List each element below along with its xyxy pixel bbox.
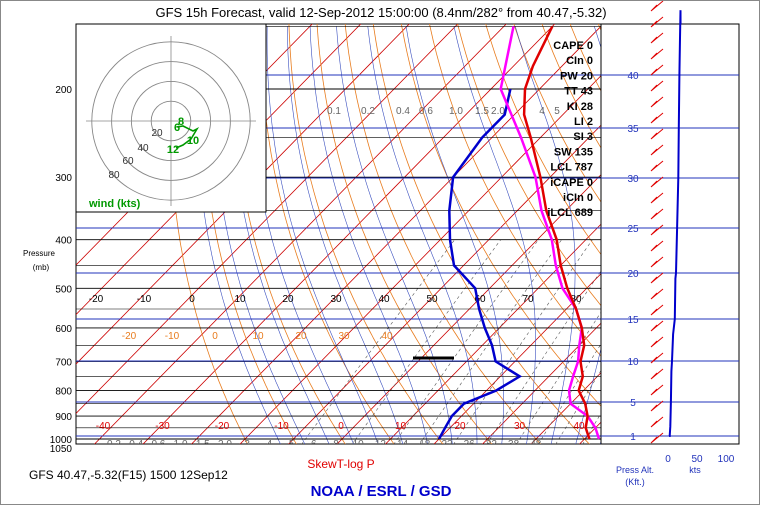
- mixing-ratio-label: 0.1: [327, 106, 341, 117]
- hodograph-point-label: 10: [187, 135, 199, 147]
- wind-barb: [651, 1, 663, 11]
- wind-speed-tick: 100: [718, 454, 735, 465]
- dry-adiabat-label: 0: [212, 331, 218, 342]
- dry-adiabat: [743, 1, 760, 450]
- temp-tick-upper: 70: [522, 294, 534, 305]
- index-sw: SW 135: [554, 146, 593, 158]
- dry-adiabat-label: 20: [295, 331, 307, 342]
- altitude-tick: 20: [627, 269, 639, 280]
- temp-tick-upper: 30: [330, 294, 342, 305]
- altitude-tick: 10: [627, 357, 639, 368]
- index-ilcl: iLCL 689: [547, 207, 593, 219]
- pressure-tick: 900: [55, 412, 72, 423]
- temp-tick-lower: 0: [338, 421, 344, 432]
- index-ki: KI 28: [567, 101, 593, 113]
- index-pw: PW 20: [560, 70, 593, 82]
- wind-speed-unit: kts: [689, 465, 701, 475]
- temp-tick-lower: 10: [395, 421, 407, 432]
- dry-adiabat-label: 10: [252, 331, 264, 342]
- altitude-tick: 40: [627, 71, 639, 82]
- hodograph-ring-label: 20: [151, 128, 163, 139]
- index-cape: CAPE 0: [553, 40, 593, 52]
- temp-tick-upper: -10: [137, 294, 152, 305]
- pressure-tick: 500: [55, 284, 72, 295]
- mixing-ratio-label: 4: [539, 106, 545, 117]
- index-si: SI 3: [573, 131, 593, 143]
- altitude-tick: 25: [627, 224, 639, 235]
- hodograph-point-label: 12: [167, 144, 179, 156]
- altitude-axis-unit: (Kft.): [625, 477, 645, 487]
- index-icin: iCIn 0: [563, 192, 593, 204]
- wind-speed-tick: 50: [691, 454, 703, 465]
- pressure-tick: 800: [55, 386, 72, 397]
- pressure-tick: 300: [55, 173, 72, 184]
- pressure-tick: 600: [55, 324, 72, 335]
- temp-tick-lower: 40: [573, 421, 585, 432]
- temp-tick-upper: 10: [234, 294, 246, 305]
- altitude-tick: 1: [630, 432, 636, 443]
- altitude-tick: 35: [627, 124, 639, 135]
- pressure-axis-unit: (mb): [33, 263, 50, 272]
- temp-tick-lower: -20: [215, 421, 230, 432]
- index-lcl: LCL 787: [550, 162, 593, 174]
- wind-speed-tick: 0: [665, 454, 671, 465]
- temp-tick-lower: -30: [155, 421, 170, 432]
- mixing-ratio-label: 5: [554, 106, 560, 117]
- footer-left: GFS 40.47,-5.32(F15) 1500 12Sep12: [29, 468, 228, 482]
- index-li: LI 2: [574, 116, 593, 128]
- temp-tick-upper: 0: [189, 294, 195, 305]
- altitude-tick: 15: [627, 315, 639, 326]
- mixing-ratio-label: 0.4: [396, 106, 410, 117]
- pressure-tick: 700: [55, 357, 72, 368]
- hodograph-ring-label: 80: [108, 170, 120, 181]
- wind-panel-frame: [601, 24, 739, 444]
- footer-org: NOAA / ESRL / GSD: [311, 483, 452, 500]
- dry-adiabat-label: -20: [122, 331, 137, 342]
- pressure-tick: 200: [55, 85, 72, 96]
- temp-tick-lower: -10: [274, 421, 289, 432]
- temp-tick-lower: 20: [454, 421, 466, 432]
- altitude-axis-label: Press Alt.: [616, 465, 654, 475]
- altitude-tick: 30: [627, 174, 639, 185]
- footer-center: SkewT-log P: [307, 457, 374, 471]
- temp-tick-upper: 40: [378, 294, 390, 305]
- pressure-tick: 1050: [50, 444, 73, 455]
- mixing-ratio-label: 0.2: [361, 106, 375, 117]
- mixing-ratio-label: 1.5: [475, 106, 489, 117]
- mixing-ratio-label: 0.6: [419, 106, 433, 117]
- dry-adiabat-label: -10: [165, 331, 180, 342]
- hodograph-point-label: 8: [178, 116, 184, 128]
- mixing-ratio-label: 1.0: [449, 106, 463, 117]
- hodograph-ring-label: 60: [122, 156, 134, 167]
- index-cin: CIn 0: [566, 55, 593, 67]
- temp-tick-lower: -40: [96, 421, 111, 432]
- altitude-tick: 5: [630, 398, 636, 409]
- temp-tick-lower: 30: [514, 421, 526, 432]
- dry-adiabat-label: 30: [338, 331, 350, 342]
- dry-adiabat-label: 40: [381, 331, 393, 342]
- pressure-axis-label: Pressure: [23, 249, 56, 258]
- temp-tick-upper: -20: [89, 294, 104, 305]
- temp-tick-upper: 50: [426, 294, 438, 305]
- index-icape: iCAPE 0: [550, 177, 593, 189]
- temp-tick-upper: 20: [282, 294, 294, 305]
- hodograph-ring-label: 40: [137, 143, 149, 154]
- hodograph-label: wind (kts): [88, 198, 141, 210]
- chart-title: GFS 15h Forecast, valid 12-Sep-2012 15:0…: [155, 5, 606, 20]
- pressure-tick: 400: [55, 236, 72, 247]
- index-tt: TT 43: [564, 86, 593, 98]
